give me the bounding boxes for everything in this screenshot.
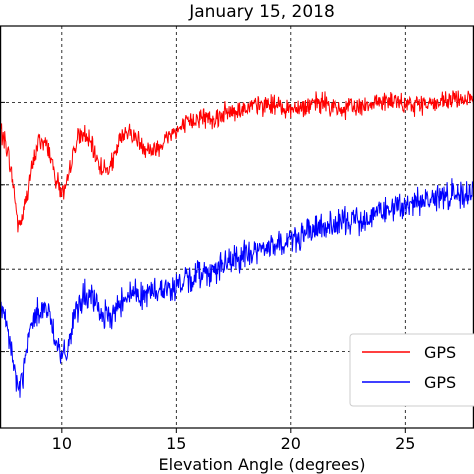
x-tick-label: 15: [166, 434, 186, 453]
legend-label-2: GPS: [424, 373, 456, 392]
series-line-2: [0, 178, 474, 398]
legend-label-1: GPS: [424, 343, 456, 362]
x-tick-label: 20: [281, 434, 301, 453]
x-axis-label: Elevation Angle (degrees): [159, 455, 366, 474]
series-line-1: [0, 90, 474, 233]
plot-frame: [0, 25, 474, 429]
series-layer: [0, 90, 474, 398]
grid: [0, 26, 474, 428]
x-tick-label: 25: [395, 434, 415, 453]
x-axis-ticks: 10 15 20 25: [0, 101, 415, 453]
legend: GPS GPS: [349, 333, 474, 407]
chart-title: January 15, 2018: [188, 2, 335, 22]
x-tick-label: 10: [52, 434, 72, 453]
